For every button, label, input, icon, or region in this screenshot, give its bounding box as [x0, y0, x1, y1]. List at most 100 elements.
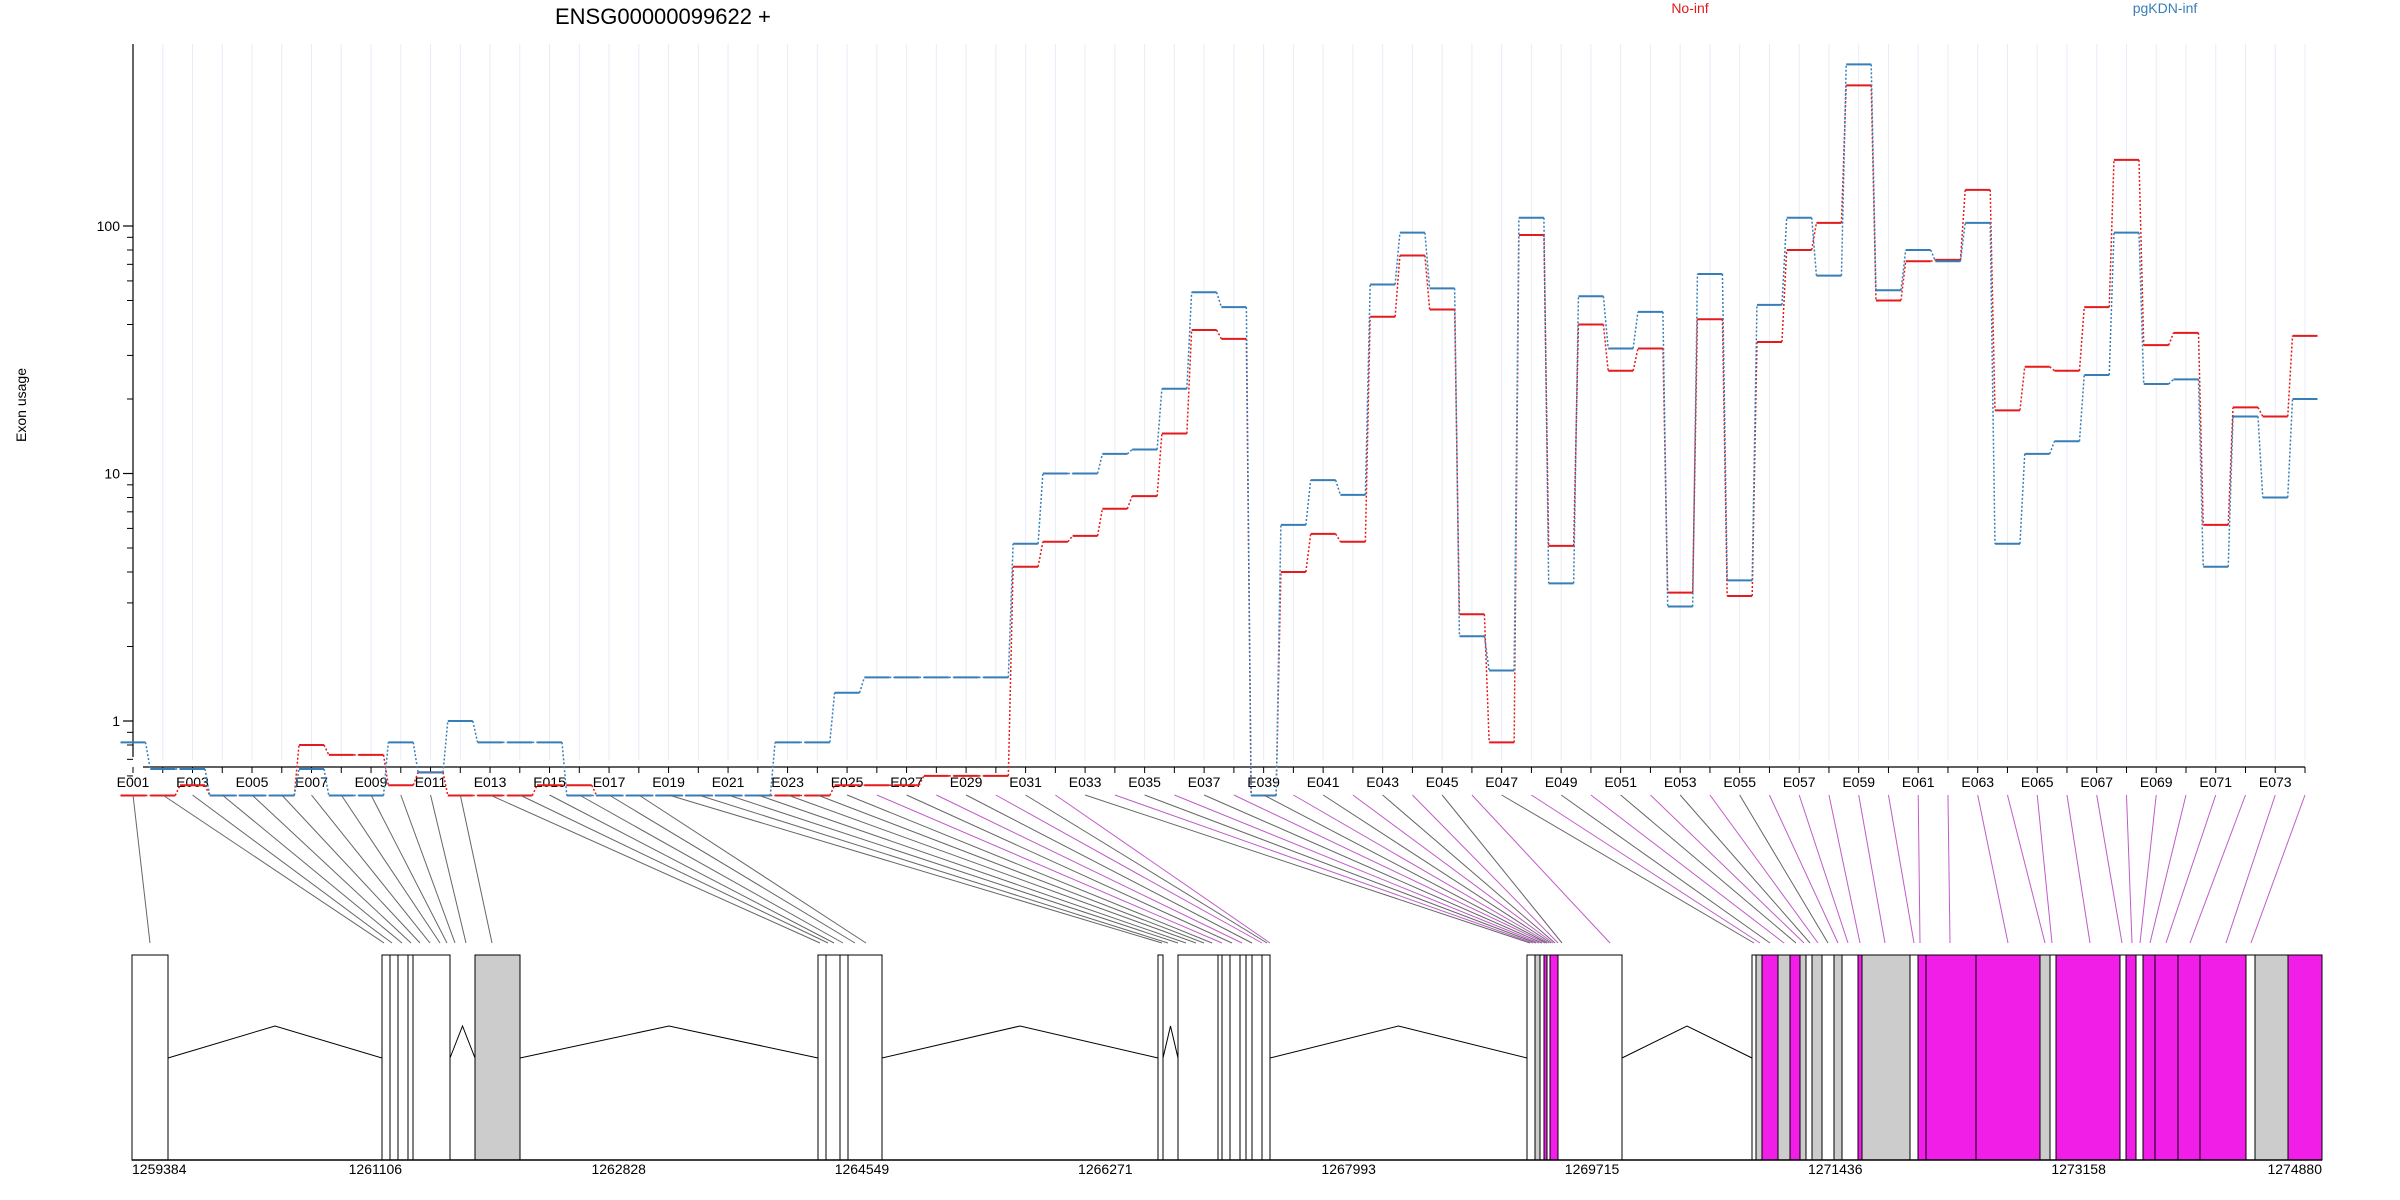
- exon-block: [407, 954, 414, 1161]
- exon-transition: [382, 742, 390, 796]
- genomic-coordinate-label: 1261106: [349, 1161, 403, 1177]
- exon-block: [1539, 954, 1545, 1161]
- exon-transition: [1186, 329, 1193, 434]
- exon-transition: [769, 742, 776, 796]
- exon-connector: [817, 794, 1205, 944]
- exon-block: [1251, 954, 1263, 1161]
- exon-transition: [2227, 416, 2234, 567]
- exon-transition: [1781, 249, 1788, 342]
- data-series: [120, 63, 2318, 797]
- x-tick-label: E043: [1366, 774, 1399, 790]
- intron-line: [519, 1025, 819, 1059]
- exon-connector: [1233, 794, 1546, 944]
- exon-connector: [2189, 794, 2246, 944]
- x-tick-label: E001: [117, 774, 150, 790]
- genomic-coordinate-label: 1274880: [2267, 1161, 2322, 1177]
- intron-line: [1269, 1025, 1528, 1059]
- exon-transition: [1096, 508, 1104, 536]
- exon-block: [1861, 954, 1911, 1161]
- exon-connector: [1768, 794, 1839, 944]
- exon-connector: [1114, 794, 1534, 944]
- exon-transition: [2049, 440, 2056, 455]
- exon-block: [389, 954, 399, 1161]
- exon-block: [817, 954, 827, 1161]
- exon-connector: [846, 794, 1213, 944]
- exon-connector: [192, 794, 393, 944]
- exon-block: [1751, 954, 1757, 1161]
- exon-block: [2119, 954, 2127, 1161]
- exon-connector: [2250, 794, 2306, 944]
- exon-transition: [1483, 614, 1490, 743]
- exon-block: [1557, 954, 1623, 1161]
- exon-block: [1755, 954, 1763, 1161]
- exon-connector: [1620, 794, 1797, 944]
- intron-line: [449, 1024, 476, 1059]
- exon-transition: [323, 768, 330, 796]
- exon-connector: [1293, 794, 1550, 944]
- exon-block: [2287, 954, 2323, 1161]
- exon-block: [2049, 954, 2057, 1161]
- exon-block: [1221, 954, 1231, 1161]
- exon-connector: [281, 794, 421, 944]
- genomic-coordinate-label: 1259384: [132, 1161, 187, 1177]
- exon-transition: [1810, 222, 1818, 251]
- exon-block: [1917, 954, 1927, 1161]
- exon-transition: [2257, 416, 2264, 498]
- x-tick-label: E059: [1842, 774, 1875, 790]
- exon-block: [1761, 954, 1779, 1161]
- exon-connector: [1471, 794, 1611, 944]
- exon-transition: [472, 720, 479, 743]
- exon-connector: [1412, 794, 1559, 944]
- y-axis-label: Exon usage: [13, 368, 29, 442]
- exon-block: [412, 954, 451, 1161]
- exon-connector: [162, 794, 385, 944]
- exon-connector: [1501, 794, 1755, 944]
- exon-transition: [1037, 541, 1044, 567]
- intron-line: [881, 1025, 1159, 1059]
- exon-block: [1239, 954, 1247, 1161]
- x-tick-label: E039: [1247, 774, 1280, 790]
- exon-transition: [1602, 324, 1609, 371]
- exon-transition: [323, 744, 330, 756]
- exon-transition: [1215, 329, 1223, 340]
- exon-block: [1789, 954, 1801, 1161]
- exon-transition: [1513, 217, 1520, 671]
- exon-connector: [1858, 794, 1886, 944]
- exon-transition: [1334, 533, 1342, 543]
- x-tick-label: E015: [533, 774, 566, 790]
- exon-transition: [561, 742, 568, 796]
- exon-block: [825, 954, 841, 1161]
- axes: 1 10 100 E001 E003 E005 E007 E009 E011 E013 E015 E0…: [97, 44, 2306, 797]
- exon-connector: [1531, 794, 1761, 944]
- series-pgkdn-inf: [120, 63, 2318, 797]
- exon-transition: [1632, 348, 1639, 371]
- y-tick-label: 10: [104, 466, 120, 482]
- exon-block: [131, 954, 169, 1161]
- genomic-coordinate-label: 1271436: [1808, 1161, 1863, 1177]
- x-tick-label: E019: [652, 774, 685, 790]
- exon-connector: [1174, 794, 1540, 944]
- exon-transition: [1453, 288, 1461, 637]
- exon-connector: [698, 794, 1169, 944]
- x-tick-label: E009: [355, 774, 388, 790]
- exon-connector: [1560, 794, 1771, 944]
- x-tick-label: E023: [771, 774, 804, 790]
- exon-transition: [1662, 311, 1669, 607]
- exon-transition: [2019, 366, 2026, 411]
- series-no-inf: [120, 84, 2318, 797]
- exon-connector: [2036, 794, 2053, 944]
- exon-connector: [2006, 794, 2046, 944]
- exon-transition: [858, 677, 866, 694]
- x-tick-label: E025: [831, 774, 864, 790]
- x-tick-label: E065: [2021, 774, 2054, 790]
- exon-block: [1534, 954, 1541, 1161]
- exon-block: [2135, 954, 2144, 1161]
- exon-connector: [2149, 794, 2187, 944]
- exon-transition: [1424, 255, 1431, 310]
- exon-transition: [1870, 64, 1877, 291]
- exon-block: [381, 954, 391, 1161]
- exon-connector: [936, 794, 1243, 944]
- genomic-coordinate-label: 1262828: [591, 1161, 646, 1177]
- exon-connector: [549, 794, 835, 944]
